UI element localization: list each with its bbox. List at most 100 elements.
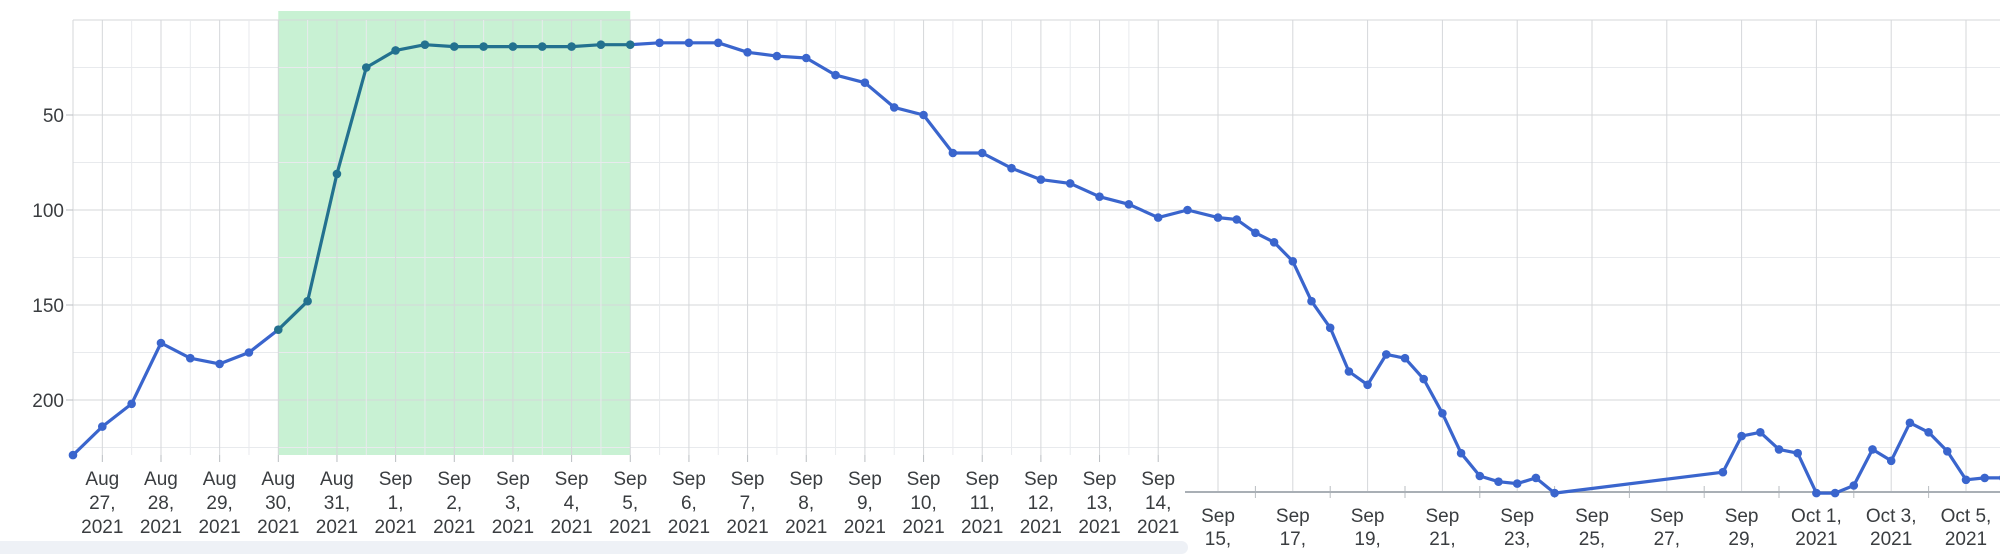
data-point[interactable] [1183, 205, 1192, 215]
x-axis-date-label: 2021 [726, 517, 768, 538]
data-point[interactable] [449, 42, 459, 51]
data-point[interactable] [1774, 445, 1784, 454]
data-point[interactable] [1980, 473, 1989, 483]
data-point[interactable] [244, 348, 254, 357]
x-axis-date-label: 2021 [1020, 517, 1062, 538]
data-point[interactable] [860, 78, 870, 87]
data-point[interactable] [1288, 257, 1298, 266]
x-axis-date-label: Aug [320, 469, 354, 490]
data-point[interactable] [127, 399, 136, 409]
data-point[interactable] [1382, 350, 1391, 359]
data-point[interactable] [1153, 213, 1163, 222]
x-axis-date-label: 8, [798, 493, 814, 514]
data-point[interactable] [977, 148, 987, 158]
data-point[interactable] [1943, 447, 1952, 456]
data-point[interactable] [1065, 179, 1075, 188]
data-point[interactable] [332, 169, 342, 179]
y-axis-tick-label: 50 [43, 106, 64, 127]
horizontal-scrollbar-thumb[interactable] [0, 541, 1188, 554]
data-point[interactable] [1095, 192, 1104, 201]
data-point[interactable] [1905, 418, 1915, 428]
x-axis-labels-right: Sep15,Sep17,Sep19,Sep21,Sep23,Sep25,Sep2… [1201, 506, 1991, 550]
data-point[interactable] [1036, 175, 1046, 184]
data-point[interactable] [68, 450, 78, 460]
data-point[interactable] [1251, 228, 1260, 238]
y-axis-labels: 50 100 150 200 [32, 106, 64, 412]
data-point[interactable] [1512, 479, 1522, 488]
x-axis-date-label: 6, [681, 493, 697, 514]
data-point[interactable] [1793, 448, 1802, 458]
data-point[interactable] [98, 422, 107, 431]
data-point[interactable] [1737, 431, 1746, 441]
data-point[interactable] [1830, 488, 1840, 498]
x-axis-date-label: 1, [388, 493, 404, 514]
data-point[interactable] [889, 103, 899, 112]
data-point[interactable] [948, 148, 958, 158]
data-point[interactable] [508, 42, 518, 51]
data-point[interactable] [655, 38, 664, 48]
data-point[interactable] [537, 42, 547, 51]
series-points[interactable] [68, 38, 2000, 498]
data-point[interactable] [479, 42, 488, 51]
data-point[interactable] [801, 53, 811, 63]
x-axis-date-label: 13, [1086, 493, 1112, 514]
data-point[interactable] [1124, 200, 1134, 209]
data-point[interactable] [772, 51, 782, 61]
data-point[interactable] [1363, 380, 1372, 390]
data-point[interactable] [1400, 353, 1410, 363]
data-point[interactable] [361, 63, 371, 72]
y-axis-tick-label: 150 [32, 296, 64, 317]
data-point[interactable] [1213, 213, 1223, 222]
x-axis-date-label: 3, [505, 493, 521, 514]
x-axis-date-label: Sep [1141, 469, 1175, 490]
x-axis-date-label: Sep [496, 469, 530, 490]
x-axis-date-label: 2021 [140, 517, 182, 538]
data-point[interactable] [1456, 448, 1466, 458]
data-point[interactable] [1756, 428, 1765, 437]
data-point[interactable] [1812, 488, 1821, 498]
x-axis-date-label: 4, [564, 493, 580, 514]
data-point[interactable] [919, 110, 928, 120]
data-point[interactable] [1868, 445, 1877, 454]
data-point[interactable] [1961, 475, 1971, 485]
data-point[interactable] [1269, 238, 1279, 247]
data-point[interactable] [1232, 215, 1241, 224]
data-point[interactable] [1494, 477, 1503, 487]
x-axis-date-label: Sep [672, 469, 706, 490]
data-point[interactable] [713, 38, 723, 48]
data-point[interactable] [1475, 471, 1485, 481]
data-point[interactable] [1886, 456, 1896, 466]
x-axis-date-label: 14, [1145, 493, 1171, 514]
x-axis-date-label: Sep [1575, 506, 1609, 527]
x-axis-date-label: 29, [1728, 529, 1754, 550]
data-point[interactable] [743, 48, 752, 57]
data-point[interactable] [1307, 296, 1316, 306]
data-point[interactable] [215, 359, 224, 369]
x-axis-date-label: 2021 [374, 517, 416, 538]
data-point[interactable] [831, 70, 840, 80]
data-point[interactable] [1849, 481, 1859, 490]
data-point[interactable] [1924, 428, 1933, 437]
data-point[interactable] [1438, 409, 1447, 418]
x-axis-date-label: 2021 [844, 517, 886, 538]
data-point[interactable] [1419, 374, 1428, 384]
x-axis-date-label: 28, [148, 493, 174, 514]
data-point[interactable] [1531, 473, 1541, 483]
data-point[interactable] [303, 296, 312, 306]
x-axis-date-label: 2021 [1078, 517, 1120, 538]
data-point[interactable] [156, 338, 166, 348]
data-point[interactable] [1007, 163, 1016, 173]
x-axis-date-label: 15, [1205, 529, 1231, 550]
data-point[interactable] [1325, 323, 1335, 333]
data-point[interactable] [391, 46, 400, 55]
data-point[interactable] [185, 353, 195, 363]
data-point[interactable] [420, 40, 430, 49]
data-point[interactable] [1550, 488, 1559, 498]
data-point[interactable] [596, 40, 606, 49]
data-point[interactable] [1344, 367, 1354, 376]
data-point[interactable] [567, 42, 576, 51]
data-point[interactable] [684, 38, 694, 48]
data-point[interactable] [273, 325, 283, 335]
data-point[interactable] [1718, 467, 1728, 477]
data-point[interactable] [625, 40, 635, 49]
